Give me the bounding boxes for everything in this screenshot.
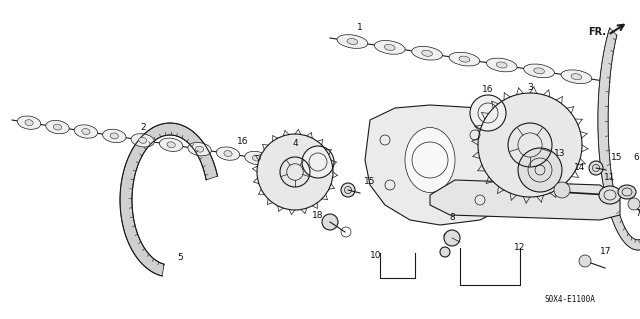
Ellipse shape <box>571 74 582 80</box>
Ellipse shape <box>74 125 97 138</box>
Circle shape <box>470 95 506 131</box>
Ellipse shape <box>25 120 33 126</box>
Text: 9: 9 <box>442 234 448 242</box>
Circle shape <box>518 148 562 192</box>
Text: 15: 15 <box>364 177 376 187</box>
Text: 12: 12 <box>515 243 525 253</box>
Circle shape <box>302 146 334 178</box>
Circle shape <box>440 247 450 257</box>
Ellipse shape <box>46 120 69 134</box>
Ellipse shape <box>110 133 118 139</box>
Ellipse shape <box>497 62 507 68</box>
Circle shape <box>322 214 338 230</box>
Text: 8: 8 <box>449 213 455 222</box>
Ellipse shape <box>524 64 554 78</box>
Text: 17: 17 <box>600 248 612 256</box>
Ellipse shape <box>385 44 395 50</box>
Circle shape <box>444 230 460 246</box>
Ellipse shape <box>337 35 368 48</box>
Text: 14: 14 <box>574 164 586 173</box>
Text: 2: 2 <box>140 123 146 132</box>
Text: 11: 11 <box>604 174 616 182</box>
Circle shape <box>257 134 333 210</box>
Ellipse shape <box>534 68 545 74</box>
Ellipse shape <box>252 155 260 161</box>
Text: 10: 10 <box>371 250 381 259</box>
Text: 1: 1 <box>357 24 363 33</box>
Ellipse shape <box>224 151 232 157</box>
Polygon shape <box>120 123 218 276</box>
Ellipse shape <box>449 52 480 66</box>
Polygon shape <box>598 28 640 250</box>
Ellipse shape <box>412 46 442 60</box>
Ellipse shape <box>131 134 154 147</box>
Ellipse shape <box>195 146 204 152</box>
Ellipse shape <box>561 70 592 84</box>
Circle shape <box>478 93 582 197</box>
Ellipse shape <box>486 58 517 72</box>
Polygon shape <box>365 105 510 225</box>
Ellipse shape <box>618 185 636 199</box>
Ellipse shape <box>216 147 240 160</box>
Ellipse shape <box>53 124 61 130</box>
Ellipse shape <box>82 129 90 134</box>
Text: 7: 7 <box>635 209 640 218</box>
Text: 3: 3 <box>527 84 533 93</box>
Ellipse shape <box>188 143 211 156</box>
Text: FR.: FR. <box>588 27 606 37</box>
Circle shape <box>628 198 640 210</box>
Polygon shape <box>430 180 620 220</box>
Text: 5: 5 <box>177 254 183 263</box>
Ellipse shape <box>599 186 621 204</box>
Text: S0X4-E1100A: S0X4-E1100A <box>545 295 595 305</box>
Text: 16: 16 <box>237 137 249 146</box>
Ellipse shape <box>244 151 268 165</box>
Text: 4: 4 <box>292 138 298 147</box>
Circle shape <box>554 182 570 198</box>
Ellipse shape <box>459 56 470 62</box>
Ellipse shape <box>17 116 41 129</box>
Ellipse shape <box>422 50 433 56</box>
Text: 15: 15 <box>611 153 623 162</box>
Circle shape <box>579 255 591 267</box>
Ellipse shape <box>139 137 147 143</box>
Text: 6: 6 <box>633 153 639 162</box>
Ellipse shape <box>347 39 358 45</box>
Ellipse shape <box>405 128 455 192</box>
Ellipse shape <box>374 41 405 54</box>
Text: 18: 18 <box>312 211 324 219</box>
Ellipse shape <box>159 138 183 152</box>
Ellipse shape <box>167 142 175 148</box>
Circle shape <box>341 183 355 197</box>
Circle shape <box>589 161 603 175</box>
Text: 13: 13 <box>554 149 566 158</box>
Text: 16: 16 <box>483 85 493 94</box>
Ellipse shape <box>102 129 126 143</box>
